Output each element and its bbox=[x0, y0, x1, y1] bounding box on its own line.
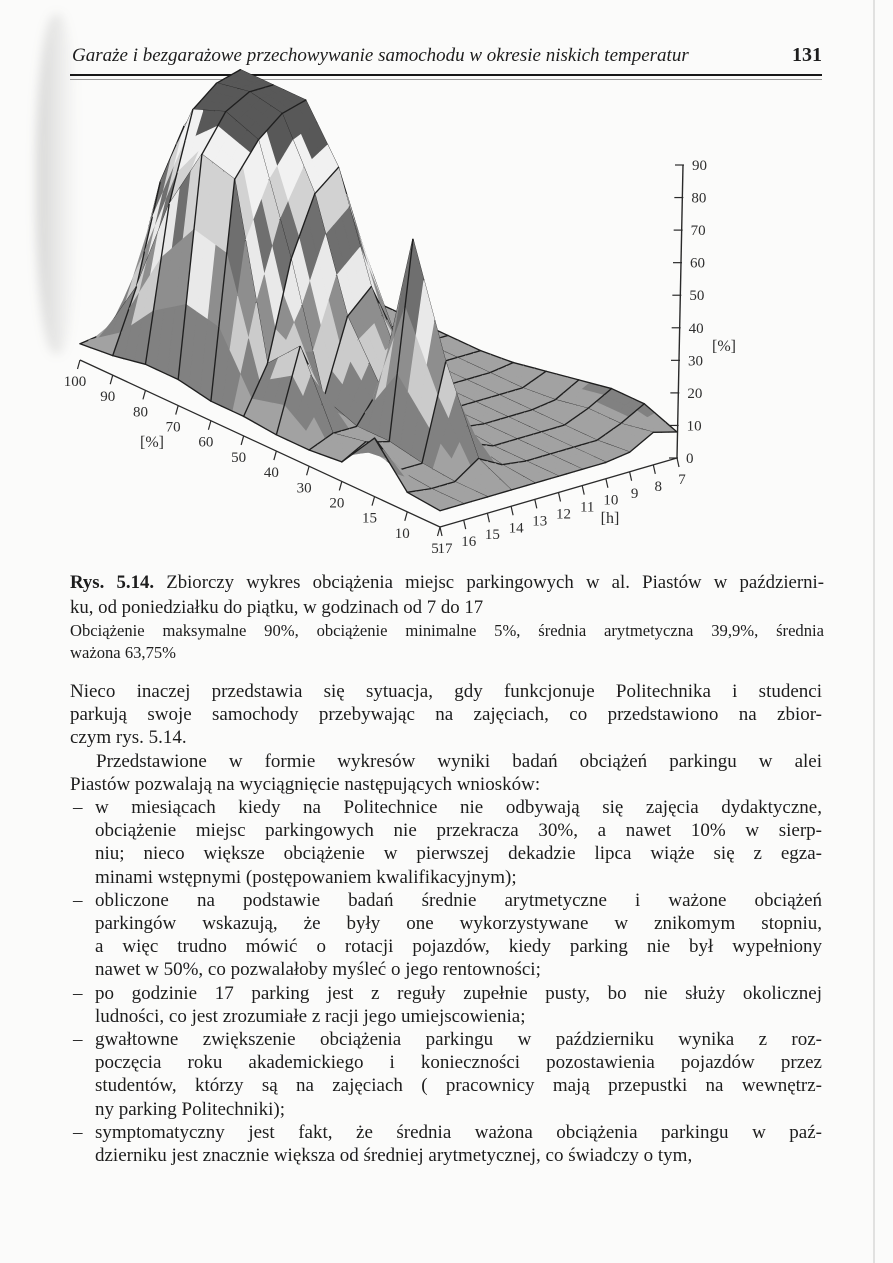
body-text: Nieco inaczej przedstawia się sytuacja, … bbox=[70, 680, 822, 1167]
axis-tick-label: 17 bbox=[438, 541, 454, 557]
axis-tick-label: 20 bbox=[329, 495, 344, 511]
body-line: a więc trudno mówić o rotacji pojazdów, … bbox=[95, 936, 822, 958]
body-line: nawet w 50%, co pozwalałoby myśleć o jeg… bbox=[95, 959, 541, 981]
depth-axis-title: [%] bbox=[140, 434, 164, 451]
body-line: ny parking Politechniki); bbox=[95, 1098, 285, 1120]
axis-tick-label: 60 bbox=[690, 256, 705, 272]
axis-tick-label: 11 bbox=[580, 500, 594, 516]
body-line: poczęcia roku akademickiego i koniecznoś… bbox=[95, 1052, 822, 1074]
header-title: Garaże i bezgarażowe przechowywanie samo… bbox=[72, 45, 689, 66]
axis-tick-label: 60 bbox=[198, 435, 213, 451]
bullet-item: – po godzinie 17 parking jest z reguły zu… bbox=[70, 982, 822, 1028]
bullet-dash: – bbox=[73, 1029, 83, 1051]
axis-tick-label: 0 bbox=[686, 451, 694, 467]
body-line: minami wstępnymi (postępowaniem kwalifik… bbox=[95, 866, 517, 888]
z-axis-title: [%] bbox=[712, 338, 736, 355]
bullet-dash: – bbox=[73, 889, 83, 911]
axis-tick-label: 50 bbox=[231, 450, 246, 466]
caption-line-3: Obciążenie maksymalne 90%, obciążenie mi… bbox=[70, 621, 824, 640]
axis-tick-label: 9 bbox=[631, 486, 639, 502]
axis-tick-label: 30 bbox=[688, 353, 703, 369]
bullet-item: – obliczone na podstawie badań średnie ar… bbox=[70, 889, 822, 982]
axis-tick-label: 40 bbox=[689, 321, 704, 337]
x-axis-title: [h] bbox=[601, 510, 620, 527]
body-line: Nieco inaczej przedstawia się sytuacja, … bbox=[70, 681, 822, 702]
axis-tick-label: 5 bbox=[431, 541, 439, 557]
axis-tick-label: 70 bbox=[166, 420, 181, 436]
caption-line-1: Rys. 5.14. Zbiorczy wykres obciążenia mi… bbox=[70, 570, 824, 595]
bullet-item: – w miesiącach kiedy na Politechnice nie … bbox=[70, 796, 822, 889]
axis-tick-label: 10 bbox=[603, 493, 618, 509]
bullet-item: – gwałtowne zwiększenie obciążenia parkin… bbox=[70, 1028, 822, 1121]
figure-caption: Rys. 5.14. Zbiorczy wykres obciążenia mi… bbox=[70, 570, 824, 664]
body-line: w miesiącach kiedy na Politechnice nie o… bbox=[95, 797, 822, 819]
scan-edge-shadow bbox=[36, 14, 78, 354]
scan-edge-line bbox=[873, 0, 875, 1263]
body-line: gwałtowne zwiększenie obciążenia parking… bbox=[95, 1029, 822, 1051]
axis-tick-label: 7 bbox=[678, 472, 686, 488]
body-line: parkują swoje samochody przebywając na z… bbox=[70, 704, 822, 726]
axis-tick-label: 16 bbox=[461, 534, 477, 550]
paragraph: Przedstawione w formie wykresów wyniki b… bbox=[70, 750, 822, 796]
body-line: Piastów pozwalają na wyciągnięcie następ… bbox=[70, 773, 541, 795]
axis-tick-label: 15 bbox=[485, 527, 500, 543]
axis-tick-label: 80 bbox=[691, 191, 706, 207]
axis-tick-label: 20 bbox=[687, 386, 702, 402]
caption-line-1-text: Zbiorczy wykres obciążenia miejsc parkin… bbox=[154, 572, 824, 593]
body-line: obciążenie miejsc parkingowych nie przek… bbox=[95, 820, 822, 842]
bullet-dash: – bbox=[73, 982, 83, 1004]
axis-tick-label: 50 bbox=[689, 288, 704, 304]
body-line: ludności, co jest zrozumiałe z racji jeg… bbox=[95, 1005, 526, 1027]
page-number: 131 bbox=[792, 44, 822, 66]
axis-tick-label: 90 bbox=[692, 158, 707, 174]
surface-mesh bbox=[79, 69, 678, 512]
paragraph: Nieco inaczej przedstawia się sytuacja, … bbox=[70, 680, 822, 750]
axis-tick-label: 8 bbox=[655, 479, 663, 495]
caption-line-2: ku, od poniedziałku do piątku, w godzina… bbox=[70, 597, 484, 618]
axis-tick-label: 100 bbox=[64, 374, 87, 390]
axis-tick-label: 14 bbox=[509, 520, 525, 536]
axis-tick-label: 10 bbox=[395, 526, 410, 542]
axis-tick-label: 40 bbox=[264, 465, 279, 481]
body-line: obliczone na podstawie badań średnie ary… bbox=[95, 889, 822, 911]
bullet-dash: – bbox=[73, 797, 83, 819]
axis-tick-label: 12 bbox=[556, 507, 571, 523]
header-rule-thin bbox=[70, 79, 822, 80]
axis-tick-label: 30 bbox=[297, 480, 312, 496]
axis-tick-label: 15 bbox=[362, 511, 377, 527]
axis-tick-label: 80 bbox=[133, 404, 148, 420]
body-line: parkingów wskazują, że były one wykorzys… bbox=[95, 913, 822, 935]
body-line: czym rys. 5.14. bbox=[70, 727, 187, 749]
bullet-item: – symptomatyczny jest fakt, że średnia wa… bbox=[70, 1121, 822, 1167]
bullet-dash: – bbox=[73, 1121, 83, 1143]
axis-tick-label: 70 bbox=[691, 223, 706, 239]
caption-figure-label: Rys. 5.14. bbox=[70, 572, 155, 593]
running-header: Garaże i bezgarażowe przechowywanie samo… bbox=[72, 44, 822, 67]
header-rule bbox=[70, 74, 822, 76]
axis-tick-label: 13 bbox=[532, 513, 547, 529]
body-line: studentów, którzy są na zajęciach ( prac… bbox=[95, 1075, 822, 1097]
body-line: symptomatyczny jest fakt, że średnia waż… bbox=[95, 1121, 822, 1143]
body-line: dzierniku jest znacznie większa od średn… bbox=[95, 1145, 693, 1167]
body-line: po godzinie 17 parking jest z reguły zup… bbox=[95, 982, 822, 1004]
caption-line-4: ważona 63,75% bbox=[70, 643, 176, 662]
body-line: Przedstawione w formie wykresów wyniki b… bbox=[96, 750, 822, 772]
axis-tick-label: 10 bbox=[687, 418, 702, 434]
body-line: niu; nieco większe obciążenie w pierwsze… bbox=[95, 843, 822, 865]
axis-tick-label: 90 bbox=[100, 389, 115, 405]
